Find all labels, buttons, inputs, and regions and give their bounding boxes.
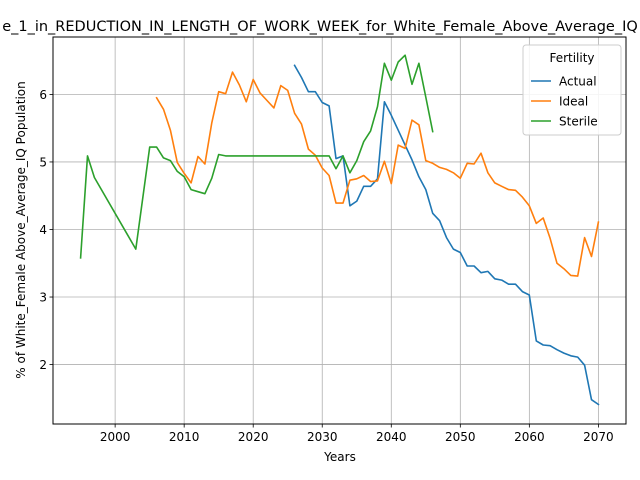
chart-title: e_1_in_REDUCTION_IN_LENGTH_OF_WORK_WEEK_… <box>2 19 638 35</box>
y-tick-label: 5 <box>39 155 47 169</box>
x-axis-label: Years <box>323 450 356 464</box>
x-tick-label: 2050 <box>445 430 476 444</box>
y-tick-label: 4 <box>39 223 47 237</box>
x-tick-label: 2070 <box>583 430 614 444</box>
x-tick-label: 2010 <box>169 430 200 444</box>
series-line-sterile <box>79 54 434 259</box>
plot-area-frame <box>52 36 627 425</box>
legend-entries: Actual Ideal Sterile <box>531 75 598 129</box>
x-axis-ticks: 2000 2010 2020 2030 2040 2050 2060 2070 <box>100 424 614 444</box>
x-tick-label: 2020 <box>238 430 269 444</box>
legend-label-ideal: Ideal <box>559 95 588 109</box>
x-tick-label: 2030 <box>307 430 338 444</box>
legend: Fertility Actual Ideal Sterile <box>522 44 622 136</box>
legend-label-actual: Actual <box>559 75 597 89</box>
y-tick-label: 3 <box>39 291 47 305</box>
y-tick-label: 2 <box>39 358 47 372</box>
x-tick-label: 2040 <box>376 430 407 444</box>
series-line-actual <box>293 64 600 406</box>
legend-label-sterile: Sterile <box>559 115 598 129</box>
y-axis-label: % of White_Female Above_Average_IQ Popul… <box>14 81 28 378</box>
series-lines <box>79 54 600 406</box>
x-tick-label: 2060 <box>514 430 545 444</box>
series-line-ideal <box>155 71 600 277</box>
y-axis-ticks: 2 3 4 5 6 <box>39 88 53 372</box>
y-tick-label: 6 <box>39 88 47 102</box>
legend-box <box>522 44 622 136</box>
legend-title: Fertility <box>549 51 594 65</box>
x-tick-label: 2000 <box>100 430 131 444</box>
